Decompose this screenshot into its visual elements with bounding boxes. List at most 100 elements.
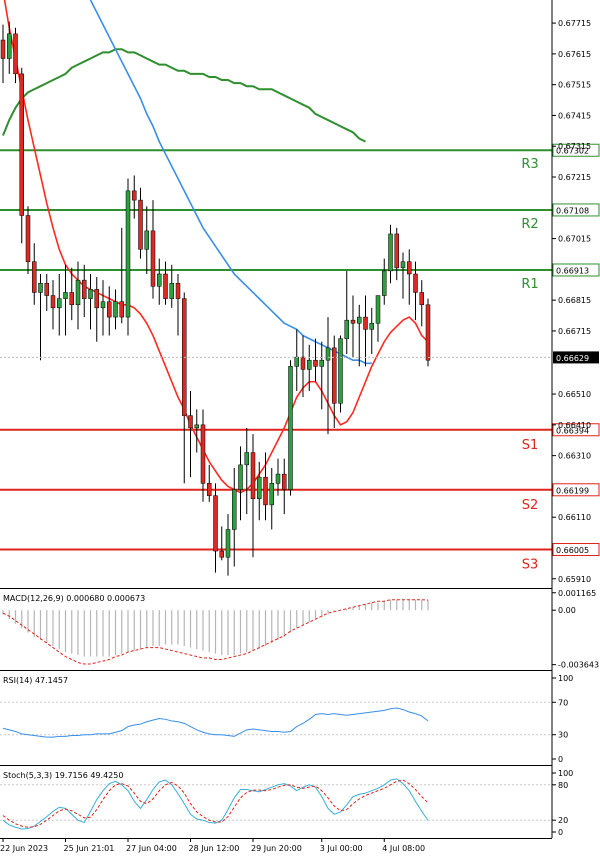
candle-bear (107, 301, 112, 318)
stoch-label: Stoch(5,3,3) 19.7156 49.4250 (3, 771, 123, 780)
level-price-tag (552, 143, 600, 157)
candle-bull (338, 338, 343, 404)
price-axis-tick-label: 0.67215 (558, 173, 591, 182)
level-price-label: 0.66913 (556, 266, 589, 275)
time-axis-label: 29 Jun 20:00 (251, 844, 302, 853)
candle-bear (363, 316, 368, 330)
price-axis-tick-label: 0.67415 (558, 111, 591, 120)
candle-bear (213, 495, 218, 552)
candle-bear (300, 356, 306, 370)
time-axis-label: 27 Jun 04:00 (126, 844, 177, 853)
time-axis-label: 3 Jul 00:00 (320, 844, 363, 853)
candle-bull (169, 282, 174, 299)
candle-bear (394, 233, 399, 269)
candle-bear (82, 279, 87, 299)
candle-bull (88, 289, 93, 299)
rsi-axis-label: 30 (558, 731, 568, 740)
candle-bear (413, 273, 418, 293)
price-axis-tick-label: 0.66310 (558, 452, 591, 461)
level-price-label: 0.66005 (556, 546, 589, 555)
macd-label: MACD(12,26,9) 0.000680 0.000673 (3, 594, 145, 603)
candle-bull (232, 489, 237, 530)
candle-bull (113, 301, 118, 318)
candle-bull (325, 347, 331, 361)
macd-axis-label: -0.003643 (558, 661, 599, 670)
price-axis-tick-label: 0.65910 (558, 575, 591, 584)
price-axis-tick-label: 0.67715 (558, 19, 591, 28)
candle-bear (250, 452, 256, 499)
candle-bear (94, 289, 99, 309)
level-price-label: 0.66394 (556, 426, 589, 435)
level-name-s2: S2 (522, 498, 539, 513)
candle-bull (194, 424, 199, 429)
ma-slow-line (89, 0, 372, 365)
candle-bull (357, 316, 362, 324)
macd-panel[interactable]: MACD(12,26,9) 0.000680 0.000673 0.001165… (2, 589, 599, 670)
level-name-r2: R2 (521, 217, 538, 232)
price-axis-tick-label: 0.67515 (558, 81, 591, 90)
candle-bear (50, 295, 56, 309)
candle-bull (7, 33, 12, 59)
rsi-axis-label: 0 (558, 755, 563, 764)
candle-bear (44, 282, 49, 296)
candle-bull (100, 301, 106, 309)
candle-bear (200, 424, 206, 484)
rsi-line (2, 707, 429, 738)
rsi-panel[interactable]: RSI(14) 47.1457 100 70 30 0 (0, 674, 573, 764)
candle-bear (19, 73, 24, 216)
price-axis-tick-label: 0.66715 (558, 327, 591, 336)
level-price-tag (552, 263, 600, 277)
candle-bull (38, 282, 43, 293)
candle-bear (207, 483, 212, 496)
current-price-marker: 0.66629 (0, 351, 599, 364)
level-name-s1: S1 (522, 438, 539, 453)
candle-bull (257, 476, 262, 499)
candle-bear (188, 415, 193, 429)
macd-axis-label: 0.001165 (558, 589, 596, 598)
stoch-axis-label: 20 (558, 816, 568, 825)
candle-bull (63, 292, 68, 299)
current-price-tag (553, 351, 599, 364)
price-axis-tick-label: 0.67315 (558, 142, 591, 151)
price-axis-tick-label: 0.66510 (558, 390, 591, 399)
level-price-label: 0.67108 (556, 206, 589, 215)
candle-bear (150, 230, 156, 287)
candle-bear (263, 476, 268, 506)
time-axis-label: 4 Jul 08:00 (382, 844, 425, 853)
moving-average-lines (2, 0, 429, 494)
price-axis-tick-label: 0.67615 (558, 50, 591, 59)
level-price-label: 0.67302 (556, 147, 589, 156)
candle-bull (144, 230, 149, 250)
candle-bear (138, 199, 143, 250)
candle-bear (69, 292, 74, 306)
candle-bull (125, 190, 131, 318)
candle-bull (369, 322, 374, 330)
candle-bull (238, 464, 243, 490)
candle-bull (344, 319, 349, 339)
candle-bull (244, 452, 249, 466)
candle-bear (219, 550, 224, 558)
level-name-s3: S3 (522, 558, 539, 573)
candle-bull (307, 359, 312, 370)
level-price-tag (552, 203, 600, 217)
candle-bull (375, 295, 381, 324)
price-axis-tick-label: 0.66410 (558, 421, 591, 430)
candle-bear (350, 319, 356, 324)
price-axis-tick-label: 0.66815 (558, 296, 591, 305)
price-axis-tick-label: 0.67015 (558, 235, 591, 244)
candle-bear (0, 39, 6, 59)
time-axis-label: 25 Jun 21:01 (64, 844, 115, 853)
ma-fast-line (3, 0, 429, 494)
time-axis-label: 22 Jun 2023 (0, 844, 48, 853)
stoch-axis-label: 80 (558, 781, 568, 790)
candle-bear (175, 282, 181, 299)
candle-bull (288, 366, 293, 490)
rsi-axis-label: 70 (558, 698, 568, 707)
stoch-axis-label: 0 (558, 828, 563, 837)
stochastic-panel[interactable]: Stoch(5,3,3) 19.7156 49.4250 100 80 20 0 (0, 769, 573, 837)
candle-bull (75, 279, 81, 306)
candle-bear (32, 261, 37, 293)
price-panel[interactable]: R3 0.67302 R2 0.67108 R1 0.66913 S1 0.66394 S2 0.… (0, 0, 600, 584)
